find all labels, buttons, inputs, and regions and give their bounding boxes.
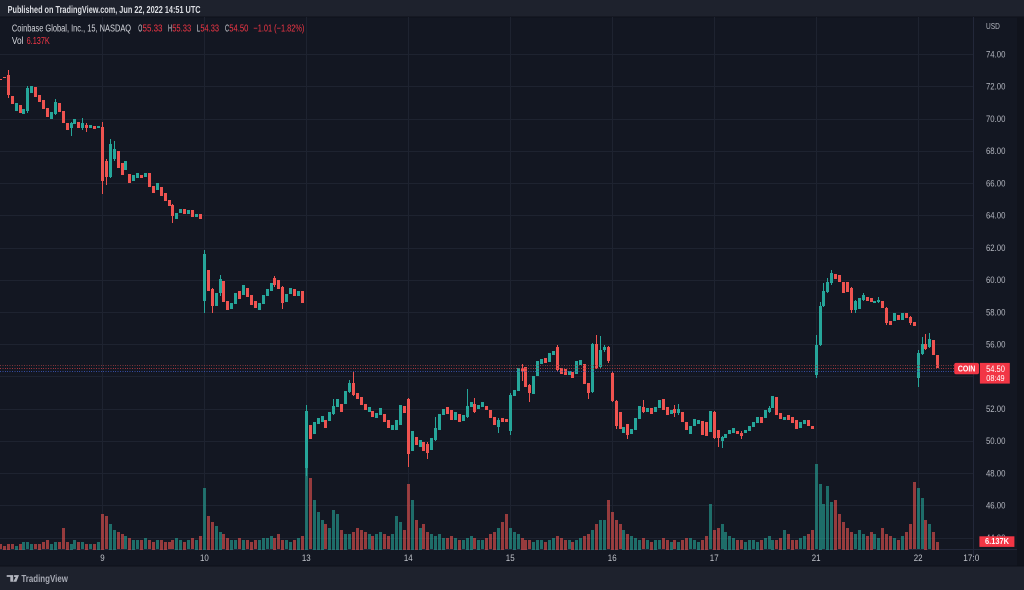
svg-text:10: 10 [200, 553, 209, 564]
svg-text:68.00: 68.00 [986, 146, 1005, 157]
svg-text:54.50: 54.50 [986, 364, 1005, 374]
svg-text:Vol: Vol [12, 36, 24, 47]
svg-text:52.00: 52.00 [986, 404, 1005, 415]
svg-text:50.00: 50.00 [986, 436, 1005, 447]
svg-text:70.00: 70.00 [986, 114, 1005, 125]
svg-text:6.137K: 6.137K [985, 537, 1009, 546]
svg-text:COIN: COIN [958, 365, 976, 374]
svg-text:14: 14 [404, 553, 413, 564]
svg-text:6.137K: 6.137K [27, 36, 50, 47]
svg-text:58.00: 58.00 [986, 307, 1005, 318]
svg-text:08:49: 08:49 [986, 374, 1005, 383]
svg-text:17: 17 [710, 553, 719, 564]
svg-text:TradingView: TradingView [21, 574, 68, 585]
svg-text:64.00: 64.00 [986, 211, 1005, 222]
svg-text:13: 13 [302, 553, 311, 564]
svg-text:74.00: 74.00 [986, 50, 1005, 61]
svg-text:66.00: 66.00 [986, 178, 1005, 189]
svg-text:17:0: 17:0 [963, 553, 979, 564]
svg-text:15: 15 [506, 553, 515, 564]
svg-text:48.00: 48.00 [986, 468, 1005, 479]
svg-text:Published on TradingView.com,: Published on TradingView.com, Jun 22, 20… [8, 5, 201, 16]
svg-text:56.00: 56.00 [986, 340, 1005, 351]
svg-text:Coinbase Global, Inc., 15, NAS: Coinbase Global, Inc., 15, NASDAQ O H L C [12, 24, 229, 35]
svg-text:46.00: 46.00 [986, 501, 1005, 512]
svg-text:9: 9 [100, 553, 104, 564]
svg-text:22: 22 [914, 553, 923, 564]
svg-text:16: 16 [608, 553, 617, 564]
svg-text:60.00: 60.00 [986, 275, 1005, 286]
svg-text:21: 21 [812, 553, 821, 564]
svg-text:72.00: 72.00 [986, 82, 1005, 93]
svg-text:62.00: 62.00 [986, 243, 1005, 254]
svg-text:USD: USD [986, 21, 1000, 31]
